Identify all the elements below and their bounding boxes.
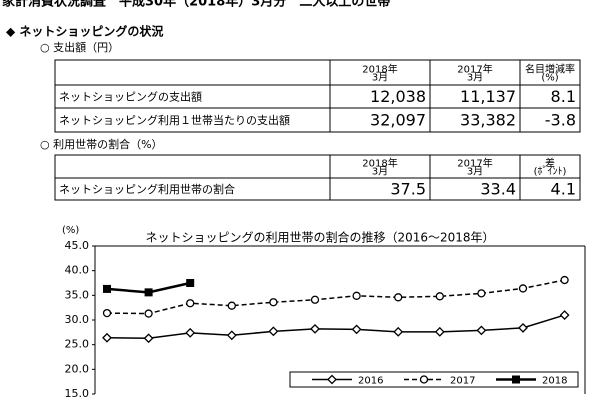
y-tick-label: 15.0 <box>65 387 90 400</box>
marker <box>103 284 111 293</box>
legend-marker <box>512 375 520 384</box>
marker <box>518 284 528 293</box>
table-value: -3.8 <box>545 111 576 130</box>
marker <box>227 301 236 310</box>
marker <box>186 299 195 308</box>
marker <box>352 291 361 300</box>
table-header: 3月 <box>372 165 388 177</box>
table-value: 4.1 <box>551 180 576 199</box>
marker <box>559 310 570 320</box>
row-label: ネットショッピング利用１世帯当たりの支出額 <box>59 113 290 127</box>
table-value: 37.5 <box>390 180 426 199</box>
section-title: ◆ ネットショッピングの状況 <box>6 24 163 39</box>
table-header: (ﾎﾟｲﾝﾄ) <box>534 165 567 177</box>
marker <box>518 322 528 333</box>
row-label: ネットショッピングの支出額 <box>59 90 202 104</box>
table-header: 2018年 <box>362 62 397 75</box>
y-tick-label: 45.0 <box>65 239 90 252</box>
marker <box>394 293 403 302</box>
y-tick-label: 20.0 <box>65 362 90 375</box>
marker <box>102 332 112 343</box>
y-axis-label: (%) <box>62 225 79 236</box>
marker <box>477 289 486 298</box>
marker <box>351 324 362 335</box>
table-header: (%) <box>541 73 558 84</box>
marker <box>102 308 112 318</box>
table-value: 33.4 <box>480 180 516 199</box>
marker <box>143 333 154 344</box>
legend-marker <box>327 374 337 385</box>
marker <box>269 298 278 307</box>
table-caption: ○ 利用世帯の割合（%） <box>40 137 163 151</box>
marker <box>310 323 320 334</box>
table-header: 2017年 <box>457 157 492 170</box>
marker <box>434 326 445 337</box>
table-value: 32,097 <box>370 111 426 130</box>
legend-box <box>289 371 579 388</box>
table-value: 33,382 <box>460 111 516 130</box>
marker <box>310 295 320 304</box>
marker <box>393 326 404 337</box>
legend-label: 2018 <box>542 376 567 387</box>
table-header: 2017年 <box>457 62 492 75</box>
row-label: ネットショッピング利用世帯の割合 <box>59 182 235 196</box>
table-header: 2018年 <box>362 157 397 170</box>
marker <box>186 279 195 287</box>
table-value: 12,038 <box>370 87 426 106</box>
table-value: 8.1 <box>551 87 576 106</box>
table-header: 名目増減率 <box>525 62 575 75</box>
page-title: 家計消費状況調査 平成30年（2018年）3月分 二人以上の世帯 <box>2 0 390 10</box>
legend-label: 2016 <box>358 376 383 387</box>
marker <box>144 288 153 297</box>
y-tick-label: 40.0 <box>65 264 90 277</box>
legend-label: 2017 <box>450 376 475 387</box>
table-header: 差 <box>545 157 555 170</box>
y-tick-label: 35.0 <box>65 288 90 301</box>
marker <box>268 326 279 337</box>
series-line <box>106 314 565 340</box>
table-header: 3月 <box>467 72 483 84</box>
y-tick-label: 25.0 <box>65 338 90 351</box>
table-value: 11,137 <box>460 87 516 106</box>
marker <box>560 275 569 285</box>
chart-title: ネットショッピングの利用世帯の割合の推移（2016～2018年） <box>145 230 494 245</box>
table-header: 3月 <box>372 72 388 84</box>
table-header: 3月 <box>467 165 483 177</box>
legend-marker <box>419 375 429 384</box>
table-caption: ○ 支出額（円） <box>40 40 119 54</box>
y-tick-label: 30.0 <box>65 313 90 326</box>
marker <box>476 325 487 336</box>
marker <box>226 330 237 341</box>
marker <box>185 327 196 338</box>
table-border <box>54 59 581 133</box>
marker <box>435 292 444 301</box>
marker <box>144 309 153 318</box>
